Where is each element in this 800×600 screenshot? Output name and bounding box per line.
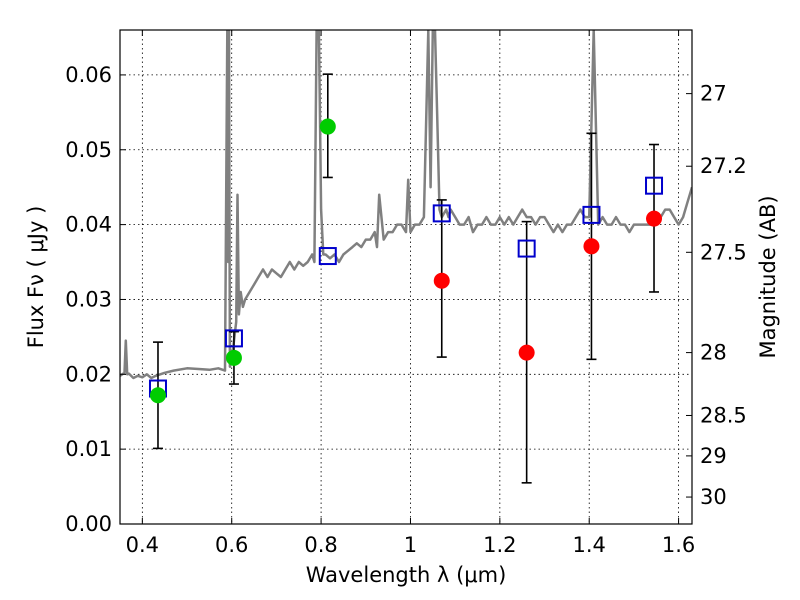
model-photometry-square (224, 329, 243, 348)
x-tick-label: 1 (404, 533, 417, 557)
right-tick-label: 28 (700, 341, 727, 365)
plot-area (120, 30, 692, 484)
right-tick-label: 27 (700, 82, 727, 106)
x-tick-label: 0.8 (304, 533, 337, 557)
measurement-point (518, 344, 535, 361)
model-photometry-square (582, 205, 601, 224)
x-axis-ticks: 0.4 0.6 0.8 1 1.2 1.4 1.6 (126, 30, 695, 557)
model-photometry-square (318, 247, 337, 266)
detection-point (319, 118, 336, 135)
x-tick-label: 1.2 (483, 533, 516, 557)
y-tick-label: 0.02 (65, 362, 112, 386)
detection-point (149, 387, 166, 404)
plot-frame (119, 29, 693, 525)
model-photometry-square (432, 204, 451, 223)
y-tick-label: 0.01 (65, 437, 112, 461)
y-axis-ticks: 0.00 0.01 0.02 0.03 0.04 0.05 0.06 (65, 63, 126, 536)
x-tick-label: 0.4 (126, 533, 159, 557)
y-tick-label: 0.04 (65, 213, 112, 237)
right-tick-label: 27.2 (700, 154, 747, 178)
right-tick-label: 28.5 (700, 403, 747, 427)
right-axis-ticks: 27 27.2 27.5 28 28.5 29 30 (686, 82, 747, 509)
y-axis-label: Flux Fν ( μJy ) (24, 206, 48, 349)
x-tick-label: 0.6 (215, 533, 248, 557)
model-photometry-square (517, 239, 536, 258)
x-tick-label: 1.4 (573, 533, 606, 557)
detection-point (225, 349, 242, 366)
right-tick-label: 27.5 (700, 240, 747, 264)
model-photometry-square (645, 176, 664, 195)
plot-background (120, 30, 692, 524)
y-tick-label: 0.00 (65, 512, 112, 536)
measurement-point (646, 210, 663, 227)
measurement-point (583, 238, 600, 255)
x-tick-label: 1.6 (662, 533, 695, 557)
measurement-point (433, 272, 450, 289)
right-tick-label: 29 (700, 444, 727, 468)
markers (148, 118, 664, 404)
right-axis-label: Magnitude (AB) (756, 195, 780, 358)
right-tick-label: 30 (700, 485, 727, 509)
y-tick-label: 0.03 (65, 287, 112, 311)
y-tick-label: 0.05 (65, 138, 112, 162)
x-axis-label: Wavelength λ (μm) (306, 563, 507, 587)
y-tick-label: 0.06 (65, 63, 112, 87)
